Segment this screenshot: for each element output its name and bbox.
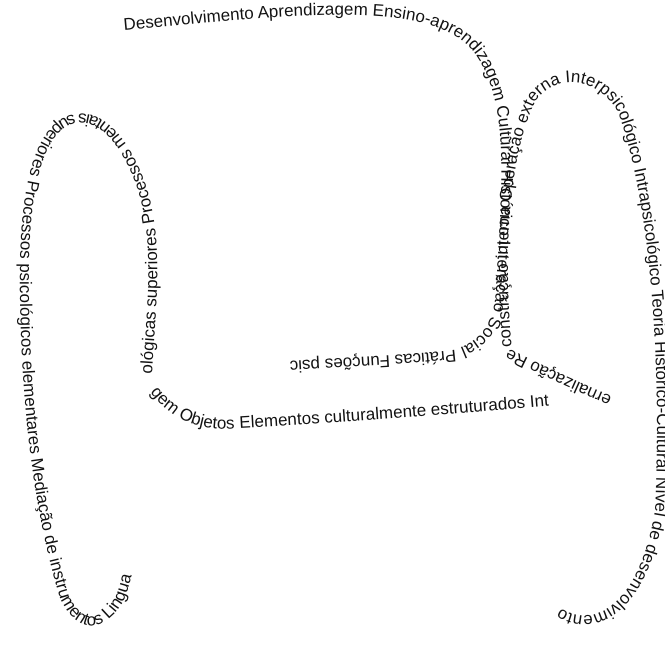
background	[0, 0, 665, 650]
text-path-figure: Desenvolvimento Aprendizagem Ensino-apre…	[0, 0, 665, 650]
